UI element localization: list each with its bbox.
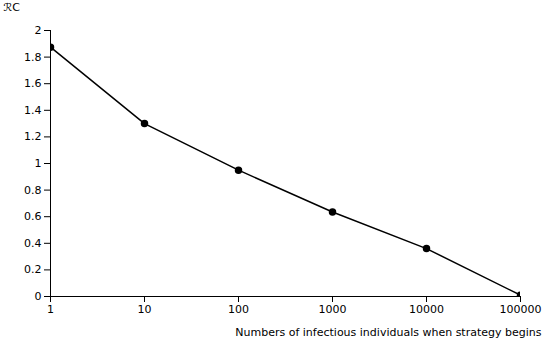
svg-text:1.6: 1.6 [24, 77, 42, 90]
svg-text:0.8: 0.8 [24, 184, 42, 197]
svg-text:ℛC: ℛC [4, 1, 21, 14]
svg-text:10000: 10000 [409, 303, 444, 316]
svg-text:0.2: 0.2 [24, 263, 42, 276]
svg-text:0: 0 [35, 290, 42, 303]
svg-text:100: 100 [228, 303, 249, 316]
svg-text:2: 2 [35, 24, 42, 37]
svg-text:1.2: 1.2 [24, 130, 42, 143]
svg-text:1.8: 1.8 [24, 51, 42, 64]
svg-text:1.4: 1.4 [24, 104, 42, 117]
svg-text:1: 1 [35, 157, 42, 170]
svg-text:1: 1 [47, 303, 54, 316]
svg-text:Numbers of infectious individu: Numbers of infectious individuals when s… [235, 326, 541, 338]
svg-text:100000: 100000 [500, 303, 542, 316]
svg-text:1000: 1000 [319, 303, 347, 316]
svg-text:10: 10 [138, 303, 152, 316]
svg-text:0.6: 0.6 [24, 210, 42, 223]
svg-text:0.4: 0.4 [24, 237, 42, 250]
